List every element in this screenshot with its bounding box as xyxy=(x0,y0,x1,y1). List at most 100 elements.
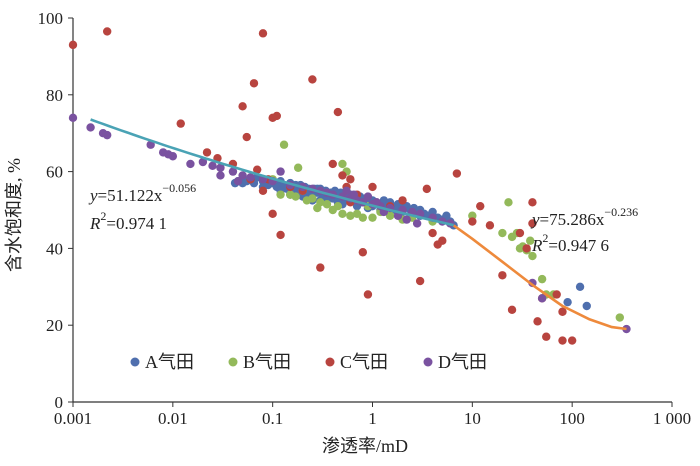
data-point-b xyxy=(279,140,289,149)
x-tick-label: 0.001 xyxy=(54,409,92,428)
data-point-c xyxy=(346,175,355,184)
y-tick-label: 40 xyxy=(46,239,63,258)
svg-text:R2=0.974 1: R2=0.974 1 xyxy=(89,209,167,233)
data-point-c xyxy=(558,307,567,316)
x-tick-label: 100 xyxy=(559,409,585,428)
y-tick-label: 20 xyxy=(46,316,63,335)
data-point-b xyxy=(385,211,395,220)
data-point-c xyxy=(422,184,432,194)
eq1-exponent: −0.056 xyxy=(162,181,196,195)
legend: A气田 B气田 C气田 D气田 xyxy=(130,352,487,372)
data-points xyxy=(68,27,631,345)
data-point-c xyxy=(253,165,262,174)
data-point-d xyxy=(363,192,373,201)
eq1-body: =51.122x xyxy=(98,186,163,205)
data-point-c xyxy=(308,75,317,84)
x-tick-label: 0.1 xyxy=(262,409,283,428)
tick-labels: 0.001 0.01 0.1 1 10 100 1 000 0 20 40 60 80 100 xyxy=(38,9,692,428)
data-point-b xyxy=(537,274,547,284)
fit-equation-2: y=75.286x−0.236 R2=0.947 6 xyxy=(530,205,638,255)
data-point-b xyxy=(276,190,285,199)
y-tick-label: 100 xyxy=(38,9,64,28)
data-point-d xyxy=(86,123,95,132)
data-point-c xyxy=(358,248,368,257)
data-point-a xyxy=(582,301,591,311)
x-tick-label: 10 xyxy=(464,409,481,428)
data-point-b xyxy=(293,163,303,172)
y-axis-title: 含水饱和度, % xyxy=(4,158,24,272)
data-point-d xyxy=(276,167,285,176)
eq2-r2-label: R xyxy=(531,236,543,255)
legend-marker-b xyxy=(228,357,238,367)
data-point-c xyxy=(415,276,425,286)
eq2-r2-value: =0.947 6 xyxy=(548,236,609,255)
y-tick-label: 60 xyxy=(46,163,63,182)
x-axis-title: 渗透率/mD xyxy=(322,436,408,456)
data-point-d xyxy=(186,159,195,169)
data-point-c xyxy=(452,169,462,178)
data-point-d xyxy=(372,198,381,207)
data-point-d xyxy=(228,167,238,176)
data-point-b xyxy=(358,213,368,222)
data-point-c xyxy=(258,29,268,38)
data-point-c xyxy=(528,219,537,228)
data-point-c xyxy=(272,111,281,121)
data-point-b xyxy=(615,313,624,322)
legend-label-b: B气田 xyxy=(243,352,291,372)
data-point-d xyxy=(233,177,243,186)
data-point-a xyxy=(575,282,585,291)
data-point-c xyxy=(476,201,485,211)
data-point-c xyxy=(249,79,259,88)
data-point-c xyxy=(485,221,495,230)
legend-label-d: D气田 xyxy=(438,352,487,372)
fit-equation-1: y=51.122x−0.056 R2=0.974 1 xyxy=(88,181,196,233)
legend-label-c: C气田 xyxy=(340,352,388,372)
data-point-c xyxy=(238,102,247,111)
data-point-c xyxy=(268,209,277,219)
x-tick-label: 1 000 xyxy=(653,409,691,428)
data-point-d xyxy=(216,163,225,172)
data-point-d xyxy=(402,215,411,224)
data-point-d xyxy=(102,130,112,140)
data-point-c xyxy=(552,290,561,299)
eq2-body: =75.286x xyxy=(540,210,605,229)
data-point-c xyxy=(558,336,567,345)
data-point-b xyxy=(526,236,535,245)
data-point-b xyxy=(504,198,513,207)
data-point-c xyxy=(507,305,517,315)
data-point-d xyxy=(412,219,422,228)
data-point-b xyxy=(302,196,312,205)
data-point-c xyxy=(258,186,268,195)
data-point-d xyxy=(342,186,351,195)
fit-curve-2 xyxy=(452,224,627,331)
data-point-d xyxy=(68,113,78,123)
data-point-b xyxy=(346,211,355,220)
legend-marker-c xyxy=(325,357,335,367)
data-point-c xyxy=(68,40,78,50)
data-point-b xyxy=(333,201,343,211)
data-point-c xyxy=(338,171,347,180)
y-tick-label: 80 xyxy=(46,86,63,105)
data-point-a xyxy=(428,207,437,217)
axes xyxy=(68,17,673,407)
svg-text:y=51.122x−0.056: y=51.122x−0.056 xyxy=(88,181,196,205)
data-point-c xyxy=(102,27,112,36)
data-point-b xyxy=(468,211,477,220)
data-point-d xyxy=(349,190,359,199)
data-point-d xyxy=(208,161,217,171)
legend-label-a: A气田 xyxy=(145,352,194,372)
data-point-c xyxy=(398,196,407,205)
data-point-c xyxy=(522,244,531,253)
data-point-c xyxy=(276,230,285,240)
data-point-c xyxy=(242,132,251,142)
data-point-c xyxy=(176,119,185,128)
data-point-c xyxy=(316,263,325,272)
data-point-b xyxy=(368,213,377,222)
svg-text:y=75.286x−0.236: y=75.286x−0.236 xyxy=(530,205,638,229)
data-point-b xyxy=(322,200,332,209)
data-point-d xyxy=(246,173,255,182)
data-point-b xyxy=(338,159,347,169)
data-point-d xyxy=(238,171,247,180)
data-point-b xyxy=(291,192,300,201)
